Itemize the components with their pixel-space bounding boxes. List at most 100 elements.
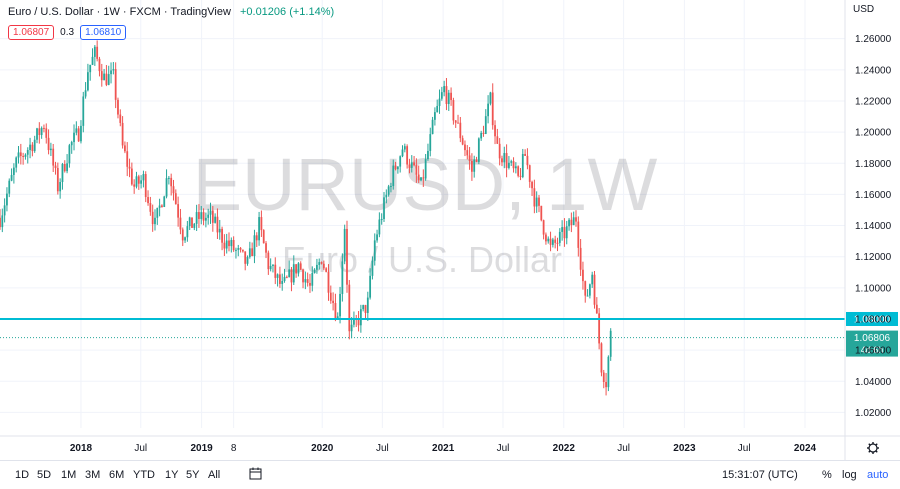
candle [378,212,381,238]
candle [80,120,82,144]
candle [510,159,513,166]
candle [262,229,265,244]
candle [602,369,605,389]
candle [82,91,85,133]
candle [54,161,57,175]
candle [588,283,591,299]
candle [163,195,166,208]
symbol-title[interactable]: Euro / U.S. Dollar · 1W · FXCM · Trading… [8,6,231,18]
candle [526,148,529,170]
price-axis[interactable]: 1.26000 1.24000 1.22000 1.20000 1.18000 1.160… [844,0,892,460]
candle [130,162,133,186]
candle [357,311,360,332]
candle [12,163,15,184]
candle [218,219,221,240]
candle [221,226,223,251]
candle [276,273,279,287]
candle [188,216,191,231]
candle [494,120,496,145]
auto-scale-toggle[interactable]: auto [867,469,889,481]
candle [609,328,612,361]
candle [225,233,228,254]
candle [558,228,561,247]
candle [144,171,147,203]
candle [436,99,439,113]
candle [306,272,309,287]
price-tick-label: 1.08000 [855,314,892,325]
timeframe-3m[interactable]: 3M [85,469,101,481]
candle [561,220,564,241]
time-tick-label: Jul [497,443,510,454]
candle [468,147,471,170]
candle [8,178,11,198]
candle [31,142,34,157]
candle [133,179,136,194]
candle [401,145,404,158]
candle [471,153,473,181]
timeframe-6m[interactable]: 6M [109,469,125,481]
candle [598,308,601,350]
candle [22,152,25,165]
candle [158,198,161,217]
candle [186,220,189,242]
price-tick-label: 1.02000 [855,408,892,419]
candle [200,205,203,225]
candle [36,127,38,144]
candle [489,91,492,106]
clock-time[interactable]: 15:31:07 (UTC) [722,469,798,481]
candle [140,175,143,189]
candle [165,169,168,199]
candle [508,156,510,170]
candle [498,138,501,166]
percent-toggle[interactable]: % [822,469,832,481]
candle [484,109,487,135]
candle [3,198,6,223]
timeframe-ytd[interactable]: YTD [133,469,155,481]
candle [105,65,108,87]
timeframe-1m[interactable]: 1M [61,469,77,481]
time-tick-label: 2020 [311,443,334,454]
timeframe-all[interactable]: All [208,469,221,481]
candle [204,212,207,228]
log-toggle[interactable]: log [842,469,857,481]
candle [410,155,413,173]
timeframe-1d[interactable]: 1D [15,469,30,481]
candle [392,159,395,190]
price-chart[interactable]: EURUSD, 1W Euro / U.S. Dollar 1.080001.0… [0,0,900,460]
candle [376,229,378,243]
candle [424,153,427,181]
candle [371,256,374,280]
candle [480,130,483,141]
sell-button[interactable]: 1.06807 [8,25,55,40]
candle [251,242,254,257]
timeframe-5y[interactable]: 5Y [186,469,200,481]
candle [457,114,459,124]
candle [33,135,36,153]
candle [174,189,177,205]
candle [70,140,73,154]
candle [487,95,489,124]
candle [366,291,369,321]
candle [40,126,43,139]
timeframe-5d[interactable]: 5D [37,469,52,481]
buy-button[interactable]: 1.06810 [80,25,127,40]
currency-label[interactable]: USD [853,4,875,15]
candle [235,247,237,259]
candle [556,237,559,252]
candle [415,158,418,183]
timeframe-1y[interactable]: 1Y [165,469,179,481]
candle [151,204,154,232]
candle [216,208,219,240]
price-tick-label: 1.16000 [855,190,892,201]
candle [475,156,478,163]
candle [445,78,448,111]
candle [429,127,432,157]
candle [334,293,337,322]
candle [49,142,52,157]
candle [464,140,466,157]
calendar-range-icon[interactable] [249,467,262,483]
time-axis[interactable]: 2018 Jul 2019 8 2020 Jul 2021 Jul 2022 Jul 2023 Jul… [0,435,900,454]
support-line-tag [846,311,898,326]
candle [75,121,78,136]
